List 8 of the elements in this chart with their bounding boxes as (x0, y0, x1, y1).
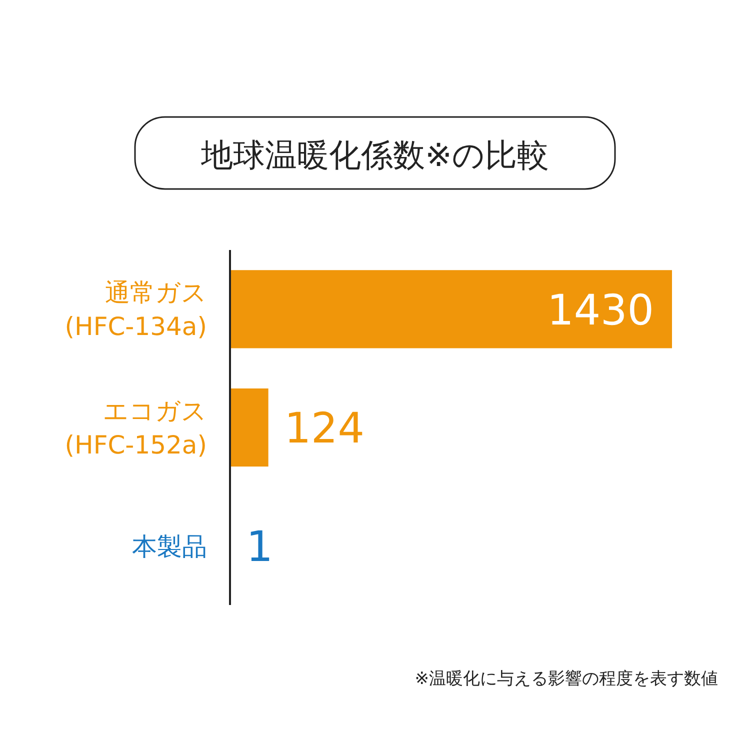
data-label: 124 (284, 404, 364, 453)
y-tick-label: エコガス (HFC-152a) (64, 396, 207, 460)
y-tick-label: 通常ガス (HFC-134a) (64, 278, 207, 342)
text: ※温暖化に与える影響の程度を表す数値 (414, 669, 718, 689)
data-label: 1430 (547, 285, 654, 334)
data-label: 1 (246, 522, 274, 571)
y-tick-label: 本製品 (132, 532, 207, 561)
chart-title: 地球温暖化係数※の比較 (200, 136, 549, 174)
